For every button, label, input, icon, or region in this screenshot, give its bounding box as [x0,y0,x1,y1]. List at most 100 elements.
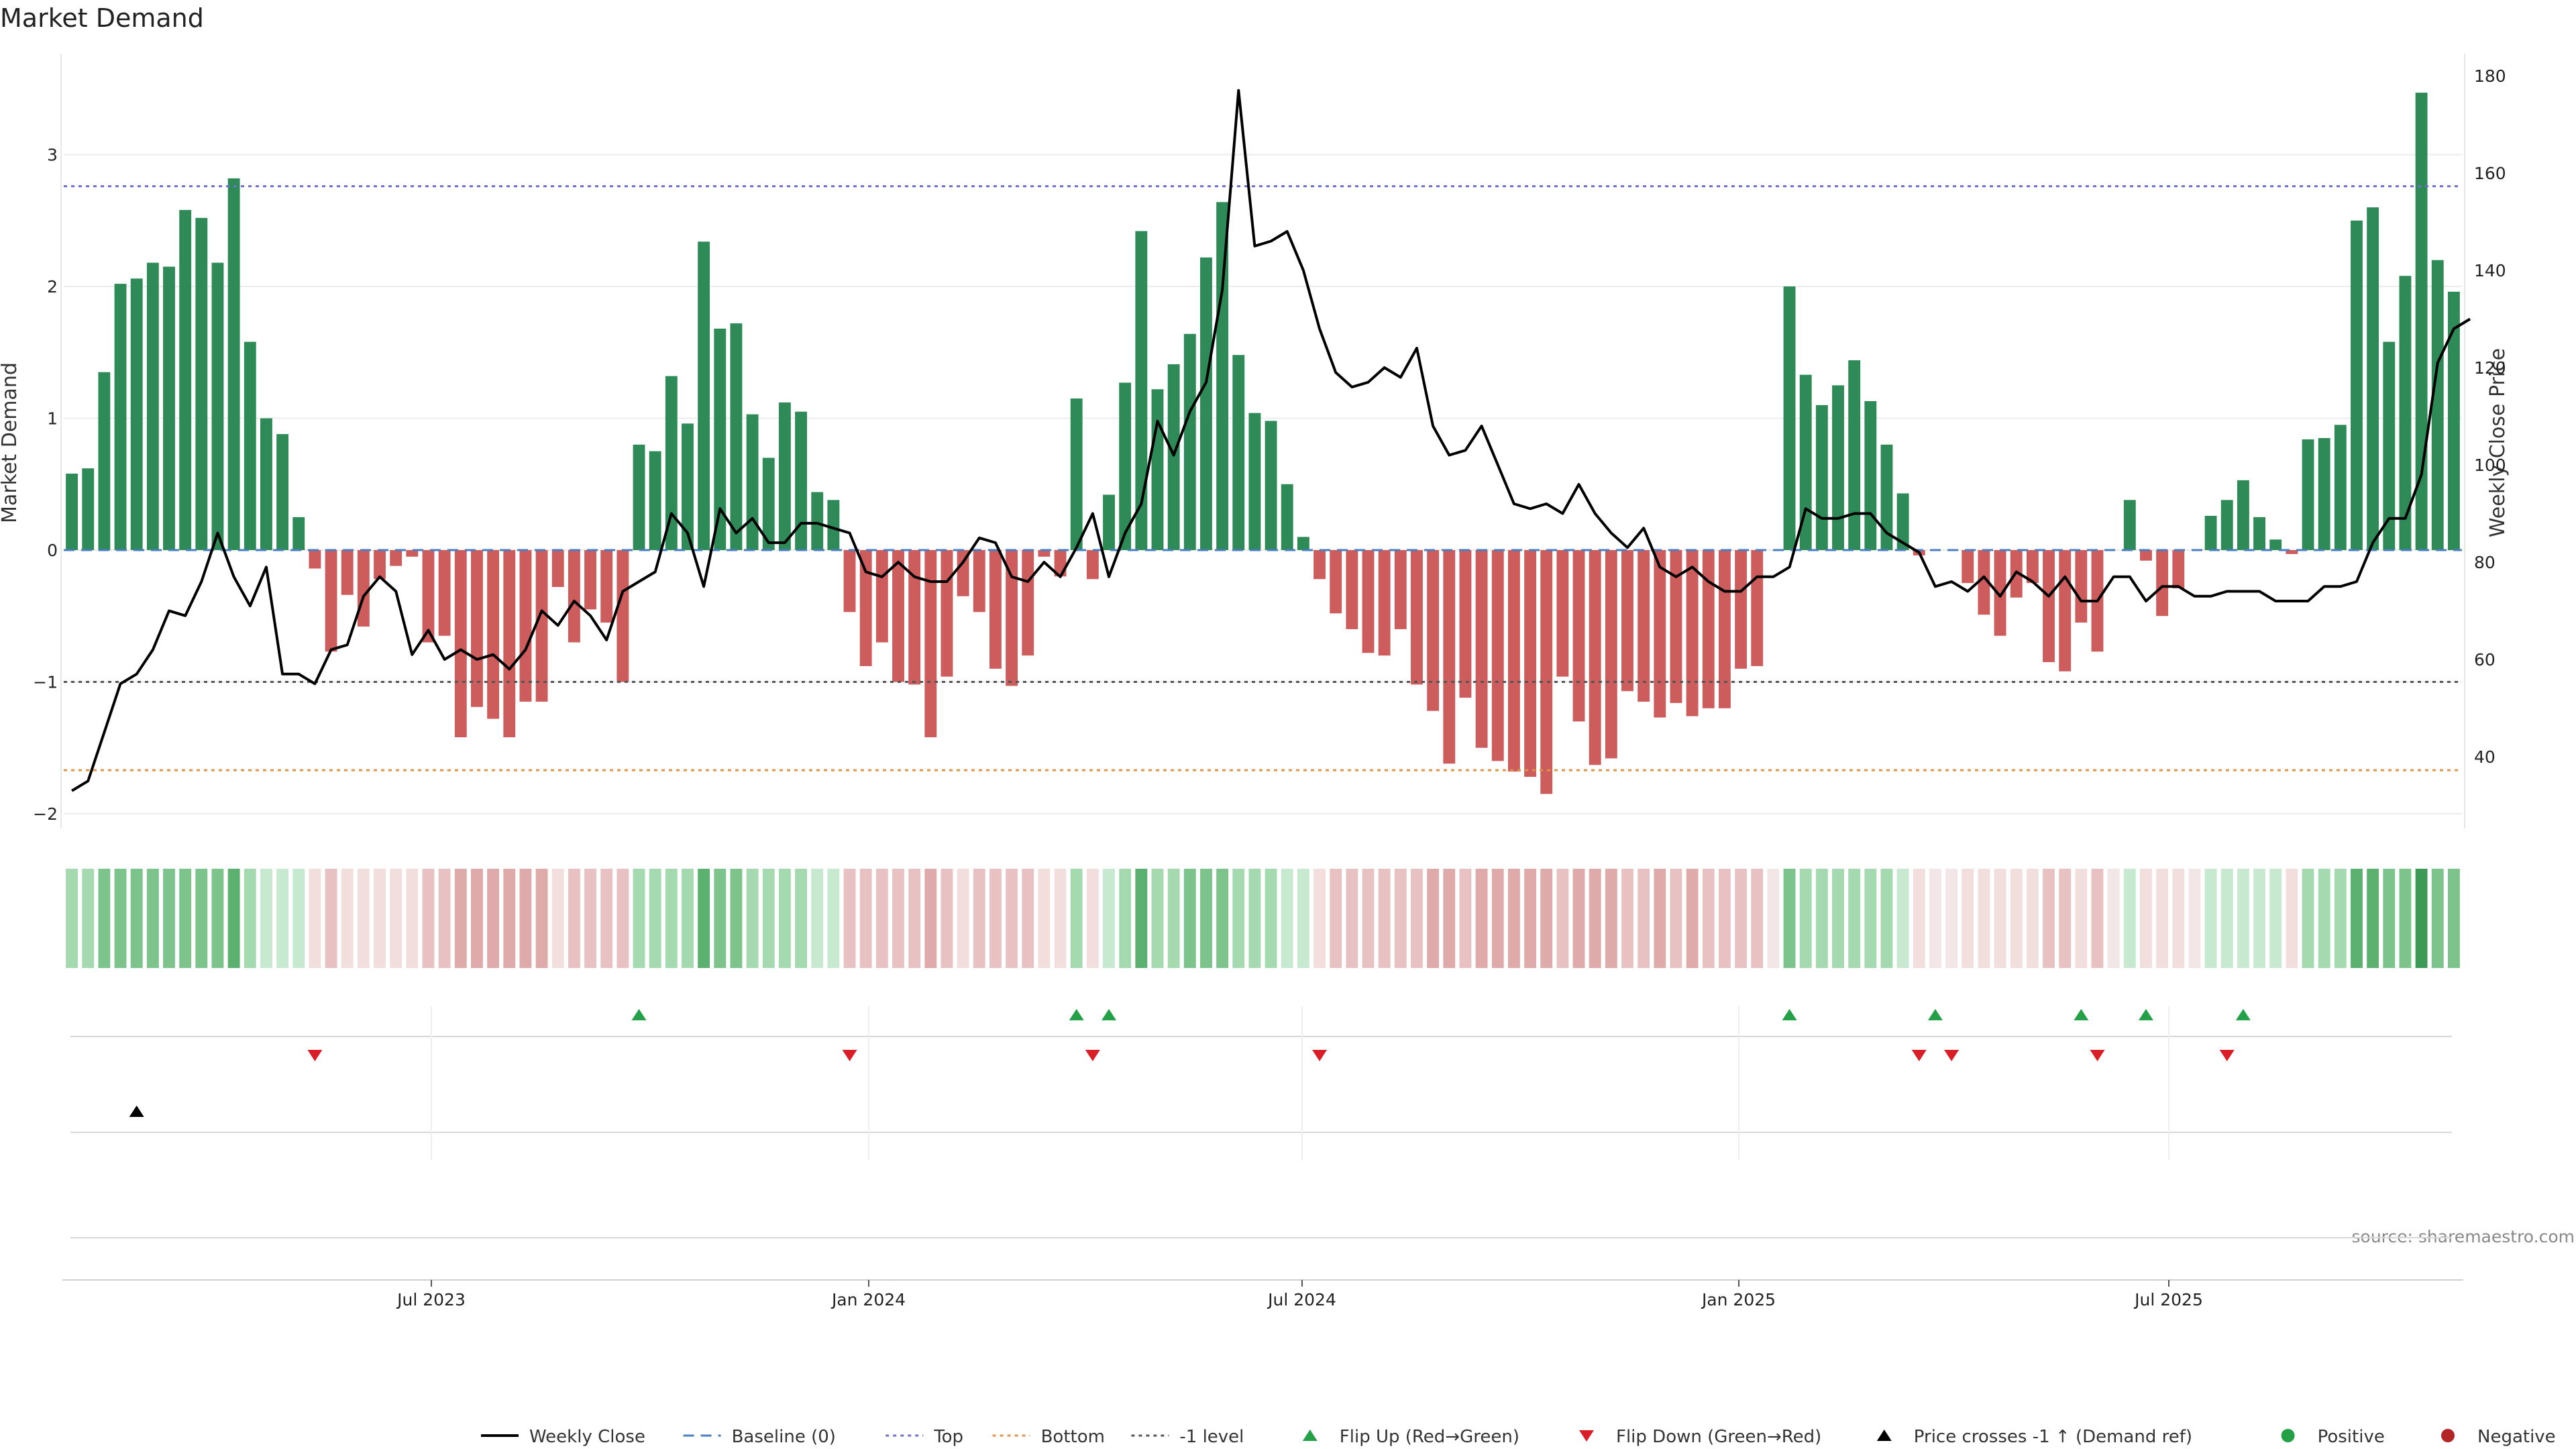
heat-cell [2383,869,2396,968]
demand-bar [1994,550,2006,636]
heat-cell [454,869,467,968]
demand-bar [1799,374,1812,550]
heat-cell [1103,869,1115,968]
heat-cell [1346,869,1358,968]
heat-cell [2059,869,2072,968]
heat-cell [422,869,435,968]
flip-down-marker [842,1050,857,1061]
heat-cell [730,869,743,968]
heat-cell [1815,869,1828,968]
demand-bar [292,517,305,550]
demand-bar [2043,550,2055,663]
heat-cell [2431,869,2444,968]
demand-bar [1556,550,1569,677]
demand-bar [179,210,192,550]
demand-bar [471,550,483,707]
y-tick-label-left: 3 [47,146,58,165]
y-tick-label-right: 40 [2474,747,2496,767]
demand-bar [843,550,856,612]
demand-bar [1670,550,1682,703]
demand-bar [1394,550,1407,629]
demand-bar [600,550,613,623]
demand-bar [535,550,548,702]
flip-up-marker [1782,1009,1797,1020]
heat-cell [1638,869,1650,968]
heat-cell [1200,869,1212,968]
heat-cell [1038,869,1051,968]
demand-bar [892,550,904,682]
heat-cell [2399,869,2412,968]
demand-bar [1135,231,1148,550]
demand-bar [341,550,354,595]
flip-up-marker [1069,1009,1084,1020]
demand-bar [551,550,564,588]
heat-cell [941,869,953,968]
heat-cell [1864,869,1877,968]
demand-bar [1151,389,1164,550]
heat-cell [1572,869,1585,968]
heat-cell [2123,869,2136,968]
heat-cell [778,869,791,968]
heat-cell [762,869,775,968]
demand-bar [2286,550,2298,554]
y-tick-label-left: 0 [47,541,58,560]
y-tick-label-right: 140 [2474,261,2506,280]
demand-bar [98,372,111,550]
demand-bar [130,278,143,550]
heat-cell [2043,869,2055,968]
y-tick-label-left: 2 [47,277,58,297]
demand-bar [1540,550,1553,794]
heat-cell [1654,869,1666,968]
demand-bar [665,376,678,550]
demand-bar [1702,550,1715,708]
demand-bar [698,241,710,550]
legend-label: Bottom [1041,1427,1105,1447]
heat-cell [2204,869,2217,968]
heat-cell [1070,869,1083,968]
heat-cell [1135,869,1148,968]
legend-label: -1 level [1179,1427,1244,1447]
flip-up-marker [1102,1009,1117,1020]
flip-up-marker [2138,1009,2153,1020]
x-tick-label: Jan 2025 [1701,1290,1776,1309]
flip-down-marker [1911,1050,1927,1061]
demand-bar [1848,360,1861,550]
heat-cell [989,869,1002,968]
demand-bar [795,411,808,550]
heat-cell [875,869,888,968]
heat-cell [811,869,824,968]
heat-cell [1443,869,1456,968]
flip-down-marker [307,1050,323,1061]
demand-bar [2302,439,2314,550]
demand-bar [1783,286,1796,550]
demand-bar [357,550,370,627]
heat-cell [1962,869,1974,968]
demand-bar [2367,207,2379,550]
demand-bar [1411,550,1423,685]
demand-bar [1686,550,1699,716]
demand-bar [1589,550,1601,765]
legend-label: Weekly Close [529,1427,645,1447]
heat-cell [2253,869,2265,968]
heat-cell [1880,869,1893,968]
demand-bar [1524,550,1537,777]
y-tick-label-right: 180 [2474,66,2506,86]
heat-cell [1086,869,1099,968]
legend-swatch [2441,1429,2455,1442]
legend: Weekly Close Baseline (0) Top Bottom -1 leve… [481,1427,2556,1447]
demand-bar [811,492,824,550]
demand-bar [276,434,289,550]
heat-cell [2286,869,2298,968]
demand-bar [487,550,500,719]
heat-cell [179,869,192,968]
demand-bar [1330,550,1342,614]
y-tick-label-right: 60 [2474,650,2496,669]
demand-bar [2447,291,2460,550]
demand-bar [325,550,337,652]
heat-cell [1297,869,1309,968]
demand-bar [260,418,272,550]
heat-cell [1767,869,1780,968]
heat-cell [1945,869,1958,968]
y-tick-label-left: −2 [33,804,58,824]
heat-cell [1540,869,1553,968]
